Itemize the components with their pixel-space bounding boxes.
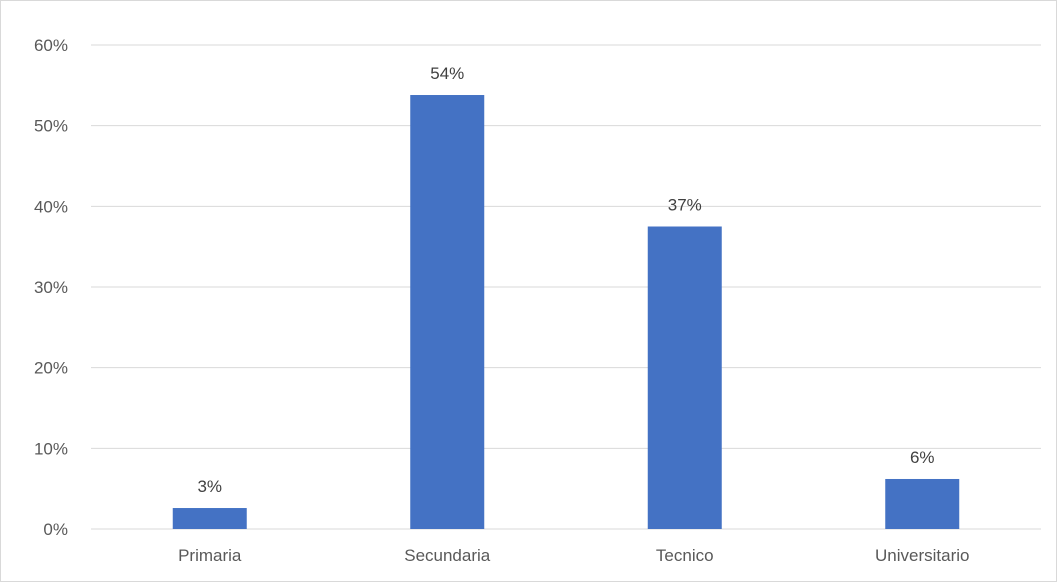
bars: [172, 95, 960, 529]
data-label: 54%: [430, 64, 464, 83]
x-category-label: Universitario: [875, 546, 969, 565]
y-tick-label: 0%: [43, 520, 68, 539]
y-tick-label: 20%: [34, 359, 68, 378]
data-label: 37%: [668, 196, 702, 215]
y-tick-label: 50%: [34, 117, 68, 136]
data-label: 6%: [910, 448, 935, 467]
y-axis-tick-labels: 0% 10% 20% 30% 40% 50% 60%: [34, 36, 68, 539]
x-category-label: Secundaria: [404, 546, 491, 565]
x-axis-category-labels: Primaria Secundaria Tecnico Universitario: [178, 546, 969, 565]
y-tick-label: 30%: [34, 278, 68, 297]
y-tick-label: 60%: [34, 36, 68, 55]
gridlines: [91, 44, 1041, 530]
bar-tecnico: [647, 226, 722, 529]
y-tick-label: 40%: [34, 197, 68, 216]
bar-primaria: [172, 508, 247, 529]
bar-secundaria: [410, 95, 485, 529]
x-category-label: Tecnico: [656, 546, 714, 565]
x-category-label: Primaria: [178, 546, 242, 565]
data-labels: 3% 54% 37% 6%: [197, 64, 934, 496]
data-label: 3%: [197, 477, 222, 496]
bar-universitario: [885, 478, 960, 529]
y-tick-label: 10%: [34, 439, 68, 458]
